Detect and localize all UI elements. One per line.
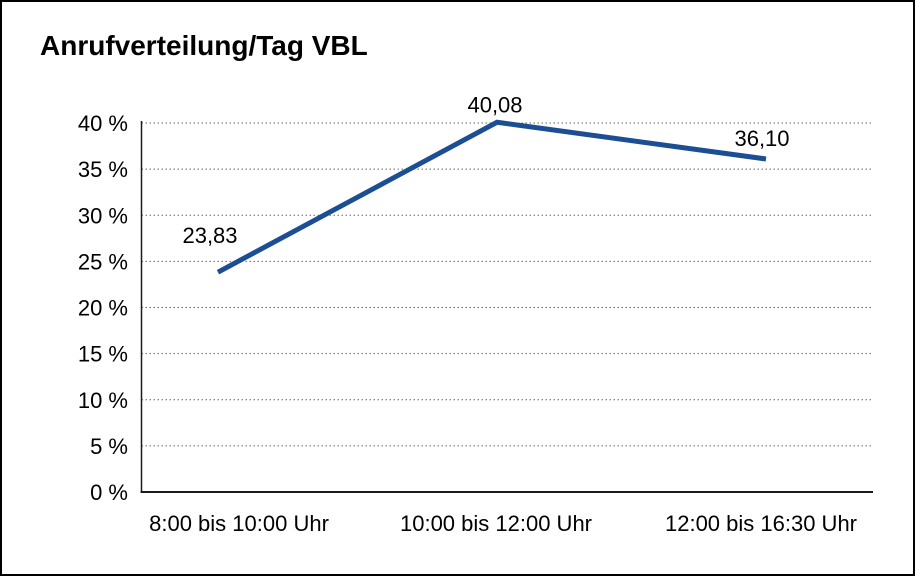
data-label: 23,83	[182, 223, 237, 248]
data-label: 36,10	[734, 126, 789, 151]
x-axis-label: 8:00 bis 10:00 Uhr	[149, 511, 329, 536]
data-label: 40,08	[467, 92, 522, 117]
series-line	[216, 119, 767, 275]
chart-title: Anrufverteilung/Tag VBL	[40, 30, 368, 61]
y-tick-label: 0 %	[90, 480, 128, 505]
y-tick-label: 40 %	[78, 111, 128, 136]
y-tick-label: 30 %	[78, 203, 128, 228]
y-tick-label: 10 %	[78, 388, 128, 413]
y-tick-label: 25 %	[78, 249, 128, 274]
y-tick-label: 20 %	[78, 296, 128, 321]
y-tick-label: 5 %	[90, 434, 128, 459]
y-tick-label: 35 %	[78, 157, 128, 182]
x-axis-label: 12:00 bis 16:30 Uhr	[665, 511, 857, 536]
y-tick-label: 15 %	[78, 342, 128, 367]
x-axis-label: 10:00 bis 12:00 Uhr	[400, 511, 592, 536]
